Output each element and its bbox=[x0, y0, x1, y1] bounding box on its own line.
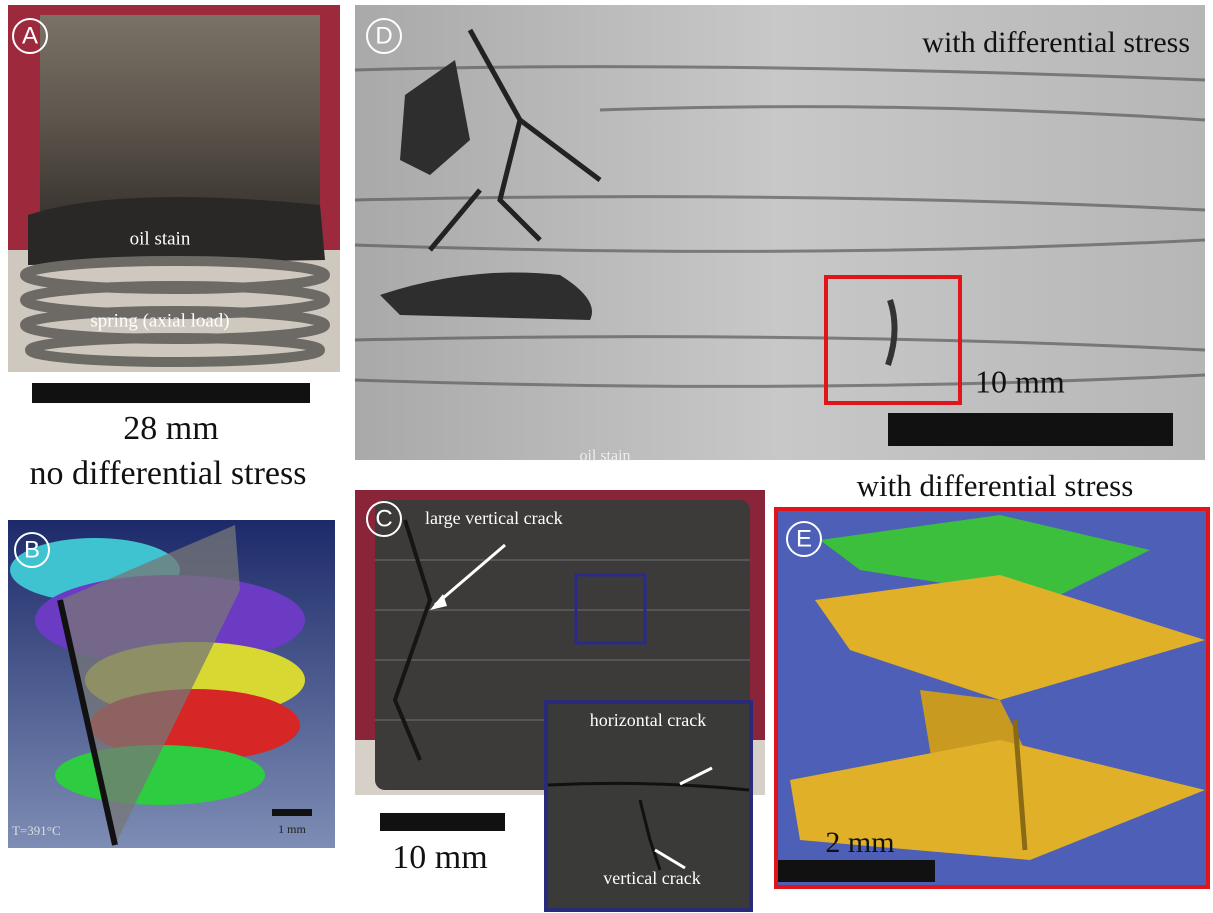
arrowhead bbox=[430, 594, 447, 610]
panel-badge bbox=[14, 532, 50, 568]
callout: vertical crack bbox=[603, 868, 700, 888]
scale-label: 10 mm bbox=[975, 363, 1065, 399]
layer-green bbox=[820, 515, 1150, 600]
callout: large vertical crack bbox=[425, 508, 563, 528]
panel-label: E bbox=[796, 525, 812, 552]
scale-label: 10 mm bbox=[392, 839, 487, 876]
panel-label: C bbox=[375, 505, 392, 532]
arrow bbox=[434, 543, 506, 607]
rock-sample bbox=[40, 15, 320, 215]
layer-yellow bbox=[790, 740, 1205, 860]
crack bbox=[1012, 719, 1028, 851]
panel-title: with differential stress bbox=[922, 26, 1190, 59]
temperature-label: T=391°C bbox=[12, 823, 61, 838]
scale-bar bbox=[778, 860, 935, 882]
ct-slice bbox=[355, 5, 1205, 460]
panel-label: B bbox=[24, 536, 40, 563]
scale-bar bbox=[888, 413, 1173, 446]
laminations bbox=[354, 65, 1206, 388]
panel-badge bbox=[366, 18, 402, 54]
annotation: spring (axial load) bbox=[90, 310, 229, 331]
panel-a: A oil stain spring (axial load) 28 mm no… bbox=[8, 5, 340, 492]
spring bbox=[20, 256, 330, 367]
scale-label: 2 mm bbox=[825, 826, 894, 859]
crack bbox=[428, 28, 602, 252]
panel-e: with differential stress E 2 mm bbox=[774, 468, 1210, 889]
inset bbox=[544, 700, 753, 912]
oil-stain bbox=[28, 197, 325, 265]
panel-badge bbox=[786, 521, 822, 557]
scale-label: 28 mm bbox=[123, 410, 218, 447]
annotation: oil stain bbox=[130, 228, 191, 249]
void bbox=[380, 272, 592, 320]
crack bbox=[638, 799, 662, 871]
callout: horizontal crack bbox=[590, 710, 706, 730]
crack bbox=[392, 519, 433, 761]
arrow bbox=[654, 848, 686, 870]
panel-b: B T=391°C 1 mm bbox=[8, 520, 335, 848]
scale-bar bbox=[32, 383, 310, 403]
panel-c: C large vertical crack 10 mm horizontal … bbox=[355, 490, 765, 912]
zoom-box bbox=[574, 573, 647, 645]
panel-label: A bbox=[22, 22, 38, 49]
slice-plane bbox=[60, 525, 240, 845]
void bbox=[400, 60, 470, 175]
caption: no differential stress bbox=[30, 455, 307, 492]
panel-badge bbox=[366, 501, 402, 537]
crack bbox=[547, 781, 750, 792]
scale-label: 1 mm bbox=[278, 822, 306, 836]
crack bbox=[885, 299, 898, 366]
faint-annotation: oil stain bbox=[579, 448, 630, 465]
panel-label: D bbox=[375, 22, 392, 49]
slice-edge bbox=[57, 599, 118, 846]
layer-green bbox=[55, 745, 265, 805]
caption: with differential stress bbox=[857, 468, 1134, 503]
zoom-box bbox=[824, 275, 962, 405]
scale-bar bbox=[272, 809, 312, 816]
layer-yellow bbox=[815, 575, 1205, 700]
scale-bar bbox=[380, 813, 505, 831]
arrow bbox=[679, 766, 713, 786]
panel-d: D with differential stress 10 mm oil sta… bbox=[354, 5, 1206, 465]
panel-badge bbox=[12, 18, 48, 54]
